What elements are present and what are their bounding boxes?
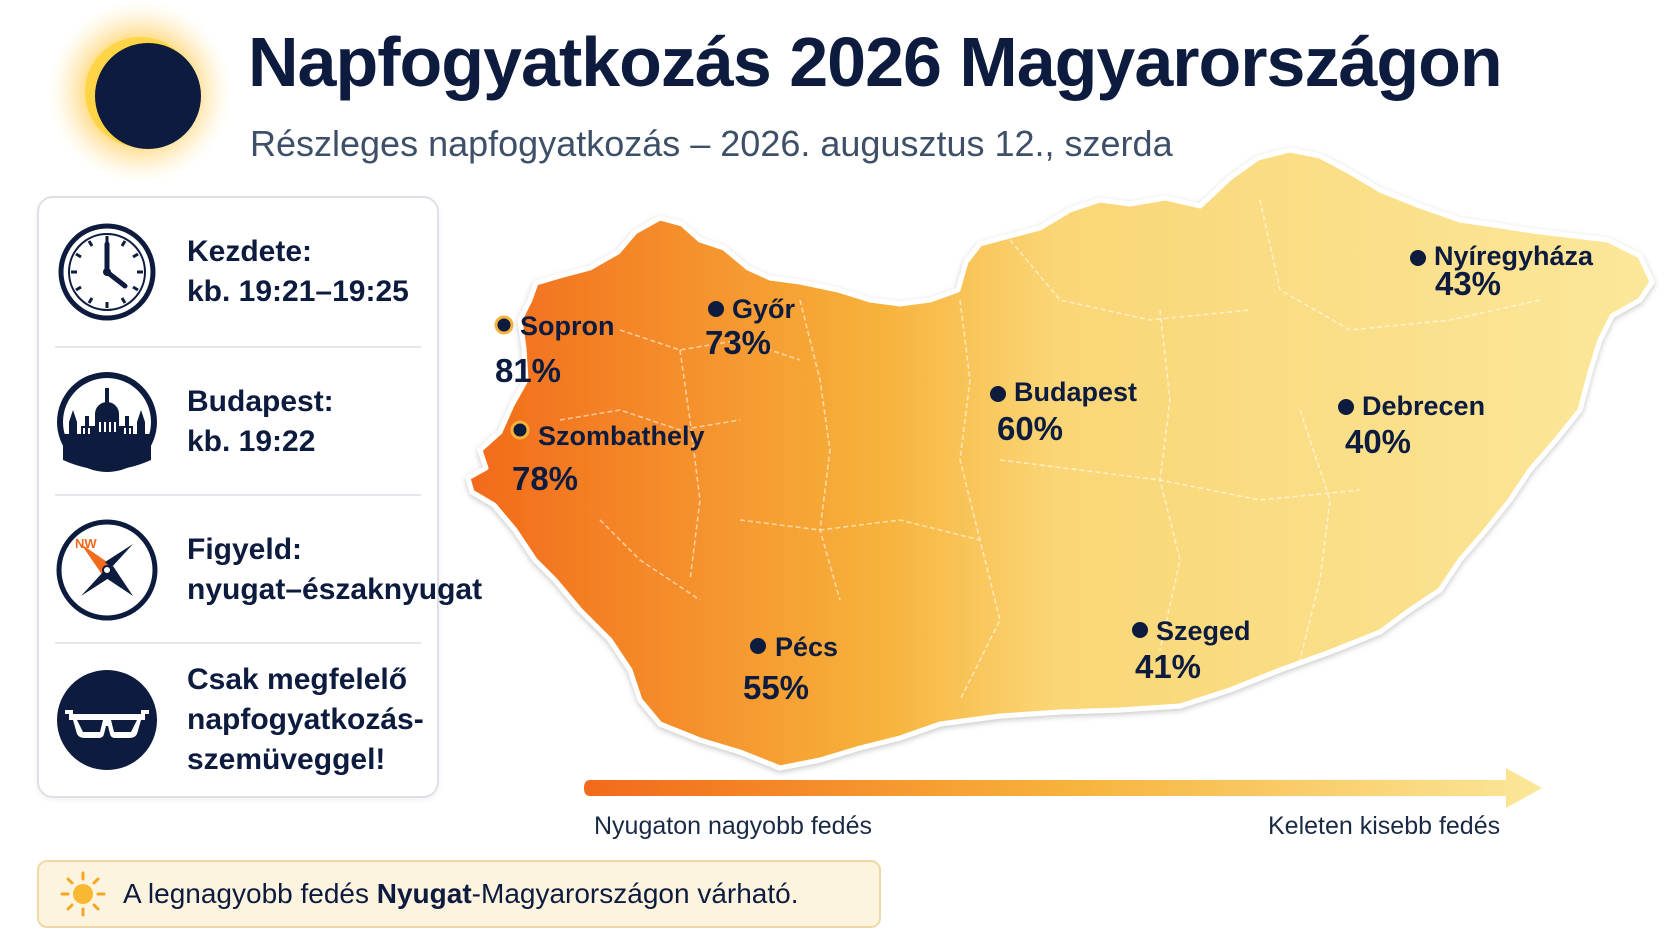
city-coverage: 40% — [1345, 423, 1411, 460]
city-dot — [708, 301, 724, 317]
city-dot — [1132, 622, 1148, 638]
page-title: Napfogyatkozás 2026 Magyarországon — [248, 23, 1503, 101]
page-subtitle: Részleges napfogyatkozás – 2026. auguszt… — [250, 123, 1173, 164]
info-start: Kezdete: kb. 19:21–19:25 — [55, 198, 421, 346]
sun-icon — [60, 871, 106, 917]
start-value: kb. 19:21–19:25 — [187, 275, 409, 308]
city-dot — [1338, 399, 1354, 415]
direction-value: nyugat–északnyugat — [187, 573, 483, 606]
city-coverage: 78% — [512, 460, 578, 497]
city-name: Pécs — [775, 632, 838, 662]
note-text: A legnagyobb fedés Nyugat-Magyarországon… — [123, 878, 799, 910]
city-dot — [510, 420, 530, 440]
city-name: Szombathely — [538, 421, 705, 451]
budapest-value: kb. 19:22 — [187, 425, 316, 458]
legend-east-label: Keleten kisebb fedés — [1268, 812, 1501, 840]
city-dot — [1410, 250, 1426, 266]
info-budapest: Budapest: kb. 19:22 — [55, 346, 421, 496]
note-bold: Nyugat — [376, 878, 472, 909]
eclipse-glasses-icon — [57, 670, 157, 770]
city-coverage: 60% — [997, 410, 1063, 447]
city-name: Győr — [732, 294, 796, 324]
city-coverage: 41% — [1135, 648, 1201, 685]
safety-line-1: Csak megfelelő — [187, 663, 408, 696]
legend-west-label: Nyugaton nagyobb fedés — [594, 812, 872, 840]
city-pecs: Pécs 55% — [743, 632, 838, 706]
safety-line-3: szemüveggel! — [187, 743, 386, 776]
budapest-label: Budapest: — [187, 385, 334, 418]
city-name: Nyíregyháza — [1434, 241, 1594, 271]
eclipse-icon — [48, 0, 230, 184]
city-dot — [750, 638, 766, 654]
safety-line-2: napfogyatkozás- — [187, 703, 424, 736]
coverage-gradient-arrow — [584, 768, 1542, 808]
start-label: Kezdete: — [187, 235, 313, 268]
direction-label: Figyeld: — [187, 533, 303, 566]
note-box: A legnagyobb fedés Nyugat-Magyarországon… — [37, 860, 881, 928]
city-name: Debrecen — [1362, 391, 1485, 421]
hungary-outline — [465, 147, 1655, 771]
note-before: A legnagyobb fedés — [123, 878, 377, 909]
city-name: Budapest — [1014, 377, 1137, 407]
county-borders — [559, 199, 1541, 701]
city-dot — [990, 386, 1006, 402]
compass-icon: NW — [56, 519, 158, 621]
city-coverage: 55% — [743, 669, 809, 706]
parliament-icon — [57, 372, 157, 472]
info-safety: Csak megfelelő napfogyatkozás- szemüvegg… — [55, 642, 424, 796]
city-name: Szeged — [1156, 616, 1251, 646]
compass-label: NW — [75, 536, 97, 551]
clock-icon — [58, 223, 156, 321]
info-panel: Kezdete: kb. 19:21–19:25 — [37, 196, 482, 798]
city-szombathely: Szombathely 78% — [510, 420, 705, 497]
city-dot — [494, 315, 514, 335]
city-coverage: 81% — [495, 352, 561, 389]
note-after: -Magyarországon várható. — [471, 878, 799, 909]
city-sopron: Sopron 81% — [494, 311, 615, 389]
city-name: Sopron — [520, 311, 615, 341]
city-coverage: 43% — [1435, 265, 1501, 302]
info-direction: NW Figyeld: nyugat–északnyugat — [55, 494, 482, 644]
city-coverage: 73% — [705, 324, 771, 361]
